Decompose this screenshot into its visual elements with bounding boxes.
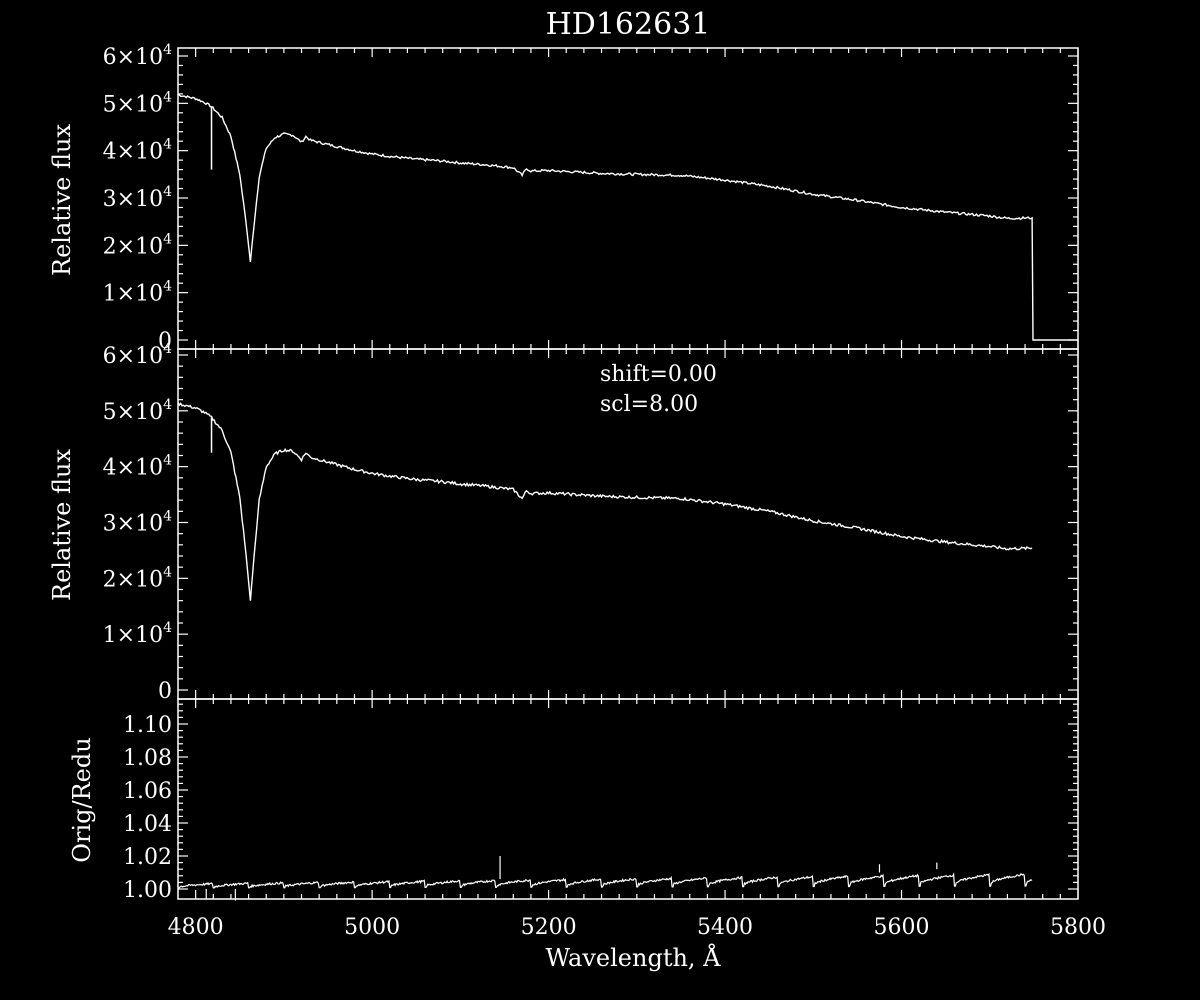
x-axis-label: Wavelength, Å	[545, 943, 721, 972]
y-tick-label: 6×104	[103, 42, 172, 70]
plot-frame	[177, 698, 1079, 900]
plot-frame	[177, 47, 1079, 350]
ratio-line	[178, 872, 1033, 889]
y-tick-label: 1×104	[103, 279, 172, 307]
y-tick-label: 2×104	[103, 231, 172, 259]
chart-title: HD162631	[546, 7, 711, 42]
x-tick-label: 5800	[1050, 915, 1106, 940]
y-tick-label: 1.06	[123, 779, 172, 804]
y-tick-label: 1.08	[123, 746, 172, 771]
x-tick-label: 5600	[874, 915, 930, 940]
y-tick-label: 4×104	[103, 453, 172, 481]
y-tick-label: 1×104	[103, 620, 172, 648]
y-tick-label: 5×104	[103, 397, 172, 425]
y-tick-label: 4×104	[103, 137, 172, 165]
panel-middle-ylabel: Relative flux	[48, 449, 76, 601]
y-tick-label: 1.10	[123, 713, 172, 738]
x-tick-label: 5200	[521, 915, 577, 940]
x-tick-label: 5000	[344, 915, 400, 940]
annotation-shift: shift=0.00	[600, 362, 717, 387]
y-tick-label: 2×104	[103, 564, 172, 592]
y-tick-label: 1.04	[123, 812, 172, 837]
annotation-scl: scl=8.00	[600, 392, 698, 417]
y-tick-label: 3×104	[103, 509, 172, 537]
spectrum-line	[177, 94, 1078, 341]
y-tick-label: 3×104	[103, 184, 172, 212]
panel-bottom-ylabel: Orig/Redu	[68, 737, 96, 862]
y-tick-label: 6×104	[103, 341, 172, 369]
panel-top-ylabel: Relative flux	[48, 124, 76, 276]
y-tick-label: 0	[158, 329, 172, 354]
panel-top: 0 1×104 2×104 3×104 4×104 5×104 6×104	[103, 42, 1079, 354]
x-tick-label: 5400	[697, 915, 753, 940]
x-tick-label: 4800	[168, 915, 224, 940]
y-tick-label: 0	[158, 679, 172, 704]
panel-middle: 0 1×104 2×104 3×104 4×104 5×104 6×104	[103, 341, 1079, 704]
y-tick-label: 5×104	[103, 89, 172, 117]
spectrum-line	[177, 401, 1033, 601]
panel-bottom: 1.00 1.02 1.04 1.06 1.08 1.10 4800 5000 5200 5400…	[123, 698, 1106, 940]
y-tick-label: 1.00	[123, 878, 172, 903]
y-tick-label: 1.02	[123, 845, 172, 870]
